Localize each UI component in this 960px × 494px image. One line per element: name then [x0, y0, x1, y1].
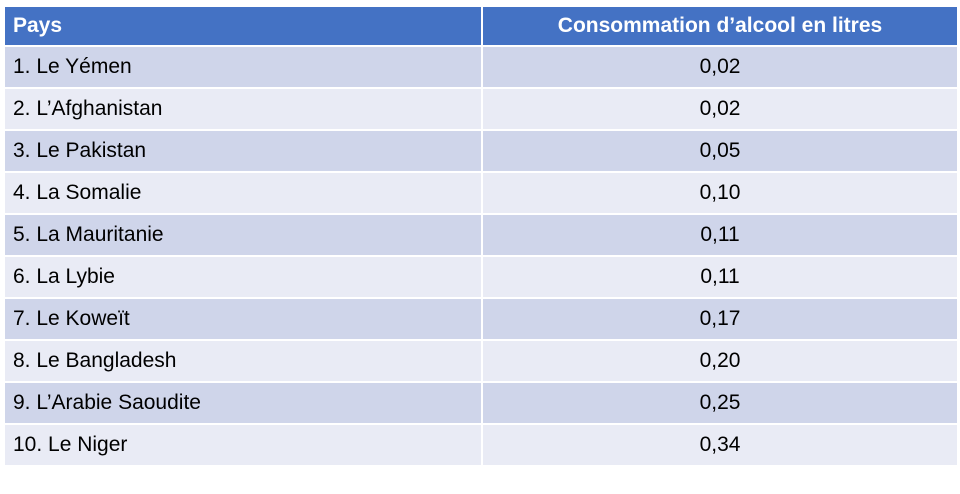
table-row: 10. Le Niger 0,34 — [3, 423, 959, 467]
country-cell: 9. L’Arabie Saoudite — [3, 381, 483, 425]
value-cell: 0,05 — [481, 129, 959, 173]
table-body: 1. Le Yémen 0,02 2. L’Afghanistan 0,02 3. Le… — [3, 45, 959, 467]
table-row: 1. Le Yémen 0,02 — [3, 45, 959, 89]
table-row: 2. L’Afghanistan 0,02 — [3, 87, 959, 131]
table-row: 3. Le Pakistan 0,05 — [3, 129, 959, 173]
table: Pays Consommation d’alcool en litres 1. … — [3, 5, 959, 467]
country-cell: 6. La Lybie — [3, 255, 483, 299]
value-cell: 0,17 — [481, 297, 959, 341]
header-cell: Consommation d’alcool en litres — [481, 5, 959, 47]
value-cell: 0,10 — [481, 171, 959, 215]
table-row: 8. Le Bangladesh 0,20 — [3, 339, 959, 383]
table-row: 7. Le Koweït 0,17 — [3, 297, 959, 341]
header-cell: Pays — [3, 5, 483, 47]
table-header: Pays Consommation d’alcool en litres — [3, 5, 959, 47]
value-cell: 0,34 — [481, 423, 959, 467]
country-cell: 3. Le Pakistan — [3, 129, 483, 173]
value-cell: 0,25 — [481, 381, 959, 425]
country-cell: 1. Le Yémen — [3, 45, 483, 89]
header-row: Pays Consommation d’alcool en litres — [3, 5, 959, 47]
country-cell: 7. Le Koweït — [3, 297, 483, 341]
table-row: 4. La Somalie 0,10 — [3, 171, 959, 215]
table-row: 9. L’Arabie Saoudite 0,25 — [3, 381, 959, 425]
value-cell: 0,11 — [481, 213, 959, 257]
table-row: 6. La Lybie 0,11 — [3, 255, 959, 299]
table-row: 5. La Mauritanie 0,11 — [3, 213, 959, 257]
value-cell: 0,20 — [481, 339, 959, 383]
value-cell: 0,11 — [481, 255, 959, 299]
country-cell: 5. La Mauritanie — [3, 213, 483, 257]
country-cell: 2. L’Afghanistan — [3, 87, 483, 131]
value-cell: 0,02 — [481, 45, 959, 89]
country-cell: 8. Le Bangladesh — [3, 339, 483, 383]
country-cell: 10. Le Niger — [3, 423, 483, 467]
value-cell: 0,02 — [481, 87, 959, 131]
country-cell: 4. La Somalie — [3, 171, 483, 215]
